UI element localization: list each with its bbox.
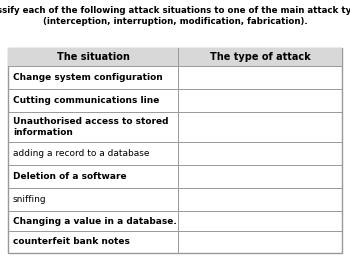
Text: counterfeit bank notes: counterfeit bank notes	[13, 238, 130, 247]
Text: Changing a value in a database.: Changing a value in a database.	[13, 217, 177, 226]
Bar	[8, 48, 342, 66]
Text: Cutting communications line: Cutting communications line	[13, 96, 159, 105]
Text: adding a record to a database: adding a record to a database	[13, 149, 149, 158]
Text: The type of attack: The type of attack	[210, 52, 310, 62]
Text: Unauthorised access to stored
information: Unauthorised access to stored informatio…	[13, 117, 168, 138]
Bar	[8, 48, 342, 253]
Text: (interception, interruption, modification, fabrication).: (interception, interruption, modificatio…	[43, 17, 307, 26]
Text: Change system configuration: Change system configuration	[13, 73, 163, 82]
Text: Deletion of a software: Deletion of a software	[13, 172, 127, 181]
Text: Classify each of the following attack situations to one of the main attack types: Classify each of the following attack si…	[0, 6, 350, 15]
Text: sniffing: sniffing	[13, 195, 47, 204]
Text: The situation: The situation	[57, 52, 130, 62]
